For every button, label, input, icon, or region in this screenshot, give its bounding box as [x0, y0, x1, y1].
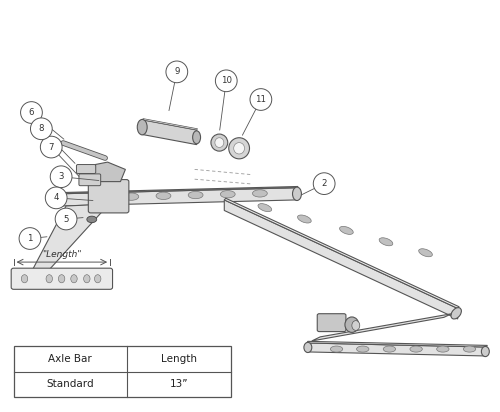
Ellipse shape	[384, 346, 396, 352]
Text: 7: 7	[48, 143, 54, 152]
Ellipse shape	[228, 138, 250, 159]
Ellipse shape	[50, 166, 72, 187]
Polygon shape	[60, 187, 298, 194]
Ellipse shape	[220, 191, 235, 198]
Ellipse shape	[418, 249, 432, 257]
Ellipse shape	[451, 308, 462, 319]
Ellipse shape	[46, 187, 67, 209]
Ellipse shape	[58, 275, 65, 283]
Text: "Length": "Length"	[42, 250, 82, 259]
Ellipse shape	[84, 275, 90, 283]
Ellipse shape	[54, 193, 65, 206]
Text: 9: 9	[174, 68, 180, 76]
Text: 6: 6	[28, 108, 34, 117]
Text: 8: 8	[38, 124, 44, 133]
Ellipse shape	[216, 70, 237, 91]
Ellipse shape	[464, 346, 475, 352]
Ellipse shape	[22, 275, 28, 283]
Ellipse shape	[234, 143, 244, 154]
Ellipse shape	[192, 131, 200, 144]
Ellipse shape	[26, 276, 42, 285]
Ellipse shape	[304, 342, 312, 353]
Text: Standard: Standard	[46, 379, 94, 389]
Polygon shape	[26, 204, 109, 281]
Polygon shape	[142, 120, 197, 145]
Ellipse shape	[352, 321, 360, 330]
Ellipse shape	[258, 204, 272, 212]
Polygon shape	[142, 119, 198, 130]
Ellipse shape	[379, 238, 393, 246]
Polygon shape	[224, 198, 459, 309]
Polygon shape	[307, 343, 486, 356]
FancyBboxPatch shape	[79, 174, 100, 186]
Ellipse shape	[87, 216, 97, 222]
Ellipse shape	[40, 136, 62, 158]
FancyBboxPatch shape	[88, 180, 129, 213]
Polygon shape	[26, 279, 44, 283]
Ellipse shape	[71, 275, 77, 283]
Ellipse shape	[19, 228, 41, 249]
Ellipse shape	[92, 194, 106, 201]
Text: Length: Length	[161, 354, 197, 364]
Polygon shape	[307, 342, 488, 347]
Ellipse shape	[330, 346, 342, 352]
Text: Axle Bar: Axle Bar	[48, 354, 92, 364]
Text: 10: 10	[221, 76, 232, 85]
Text: 2: 2	[322, 179, 327, 188]
Ellipse shape	[252, 190, 268, 197]
FancyBboxPatch shape	[11, 268, 112, 289]
Ellipse shape	[124, 193, 139, 200]
Bar	[14, 346, 231, 397]
Ellipse shape	[138, 119, 147, 135]
Polygon shape	[224, 200, 458, 319]
Ellipse shape	[156, 192, 171, 199]
Ellipse shape	[20, 102, 42, 123]
Ellipse shape	[410, 346, 422, 352]
Ellipse shape	[482, 346, 490, 357]
Polygon shape	[60, 188, 297, 206]
Ellipse shape	[46, 275, 52, 283]
Polygon shape	[312, 314, 452, 341]
FancyBboxPatch shape	[317, 314, 346, 332]
Text: 5: 5	[64, 215, 69, 223]
Ellipse shape	[166, 61, 188, 83]
Ellipse shape	[94, 275, 101, 283]
Text: 3: 3	[58, 172, 64, 181]
FancyBboxPatch shape	[76, 164, 96, 173]
Ellipse shape	[292, 187, 302, 201]
Ellipse shape	[356, 346, 369, 352]
Ellipse shape	[340, 226, 353, 234]
Text: 4: 4	[54, 193, 59, 202]
Text: 13”: 13”	[170, 379, 188, 389]
Ellipse shape	[188, 191, 203, 199]
Text: 11: 11	[256, 95, 266, 104]
Text: 1: 1	[27, 234, 32, 243]
Ellipse shape	[211, 134, 228, 151]
Ellipse shape	[436, 346, 449, 352]
Ellipse shape	[345, 317, 359, 332]
Ellipse shape	[250, 89, 272, 110]
Ellipse shape	[30, 118, 52, 140]
Ellipse shape	[314, 173, 335, 194]
Ellipse shape	[215, 138, 224, 147]
Ellipse shape	[298, 215, 311, 223]
Polygon shape	[94, 162, 126, 182]
Ellipse shape	[55, 208, 77, 230]
